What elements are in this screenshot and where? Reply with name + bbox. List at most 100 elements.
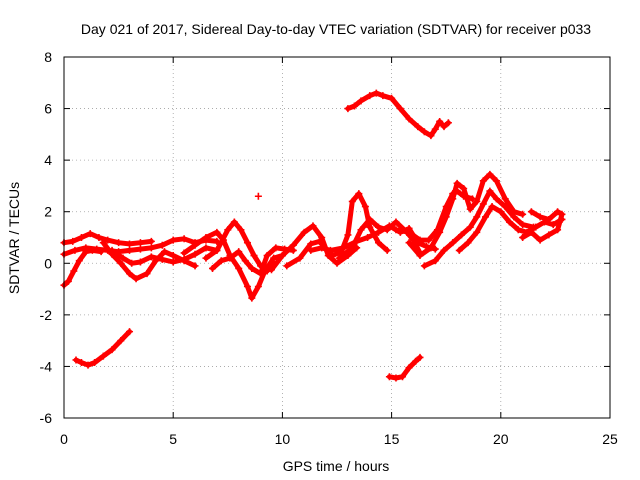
data-point <box>510 213 518 221</box>
data-point <box>527 208 535 216</box>
data-point <box>126 240 134 248</box>
data-point <box>388 94 396 102</box>
data-point <box>307 240 315 248</box>
data-point <box>416 353 424 361</box>
data-point <box>217 257 225 265</box>
data-point <box>431 257 439 265</box>
x-tick-label: 20 <box>493 431 509 447</box>
data-point <box>383 226 391 234</box>
data-point <box>257 270 265 278</box>
data-point <box>180 235 188 243</box>
series-trace <box>73 329 132 368</box>
y-tick-label: -6 <box>40 410 53 426</box>
data-point <box>536 213 544 221</box>
series-trace <box>336 216 423 261</box>
data-point <box>202 234 210 241</box>
y-tick-label: -2 <box>40 307 53 323</box>
series-trace <box>284 191 390 269</box>
data-point <box>119 254 127 262</box>
data-point <box>180 255 188 263</box>
data-point <box>95 234 103 241</box>
data-point <box>473 228 481 236</box>
data-point <box>248 264 256 272</box>
data-point <box>248 294 256 302</box>
data-point <box>191 262 199 270</box>
data-point <box>558 210 566 218</box>
series-trace <box>406 171 526 258</box>
data-point <box>468 195 476 203</box>
data-point <box>235 248 243 256</box>
x-axis-label: GPS time / hours <box>283 458 390 474</box>
data-point <box>243 239 251 247</box>
data-point <box>412 357 420 365</box>
series-track-o <box>405 170 527 260</box>
data-point <box>479 177 487 185</box>
data-point <box>254 282 262 290</box>
data-point <box>405 239 413 247</box>
data-point <box>440 246 448 254</box>
data-point <box>357 226 365 234</box>
data-point <box>405 228 413 236</box>
data-point <box>300 228 308 236</box>
axis-ticks: 0 5 10 15 20 25 -6 -4 -2 0 2 4 6 8 <box>40 49 618 447</box>
data-point <box>492 177 500 185</box>
y-tick-label: -4 <box>40 358 53 374</box>
x-tick-label: 15 <box>384 431 400 447</box>
data-point <box>213 246 221 254</box>
data-point <box>486 187 494 195</box>
data-point <box>82 244 90 252</box>
data-point <box>132 275 140 283</box>
data-point <box>296 254 304 262</box>
series-track-h <box>209 244 297 278</box>
data-point <box>191 250 199 258</box>
data-point <box>108 346 116 354</box>
data-point <box>497 208 505 216</box>
data-point <box>436 228 444 236</box>
data-point <box>117 259 125 267</box>
data-point <box>405 115 413 123</box>
data-point <box>289 241 297 249</box>
series-track-r <box>519 208 566 244</box>
series-trace <box>61 231 154 247</box>
data-point <box>267 266 275 274</box>
data-point <box>372 89 380 97</box>
y-tick-label: 0 <box>44 255 52 271</box>
data-point <box>366 92 374 100</box>
data-point <box>466 205 474 213</box>
data-point <box>318 234 326 241</box>
data-point <box>158 255 166 263</box>
data-point <box>444 119 452 127</box>
data-point <box>473 197 481 205</box>
data-point <box>108 246 116 254</box>
data-point <box>235 264 243 272</box>
data-point <box>554 226 562 234</box>
data-point <box>545 215 553 223</box>
data-point <box>70 267 78 275</box>
series-track-t <box>385 353 424 382</box>
series-trace <box>520 209 565 243</box>
data-point <box>147 237 155 245</box>
y-tick-label: 8 <box>44 49 52 65</box>
data-point <box>519 210 527 218</box>
data-point <box>357 97 365 105</box>
data-point <box>104 236 112 244</box>
data-point <box>147 253 155 261</box>
data-point <box>488 203 496 211</box>
data-point <box>272 244 280 252</box>
x-tick-label: 5 <box>169 431 177 447</box>
data-point <box>99 239 107 247</box>
data-point <box>278 252 286 260</box>
data-point <box>466 223 474 231</box>
data-point <box>254 192 262 200</box>
data-point <box>329 252 337 260</box>
series-trace <box>61 247 104 288</box>
data-point <box>442 213 450 221</box>
data-point <box>396 105 404 113</box>
data-point <box>318 244 326 252</box>
data-point <box>202 254 210 262</box>
data-point <box>420 128 428 136</box>
y-tick-label: 4 <box>44 152 52 168</box>
x-tick-label: 10 <box>275 431 291 447</box>
data-point <box>501 195 509 203</box>
data-point <box>399 373 407 381</box>
